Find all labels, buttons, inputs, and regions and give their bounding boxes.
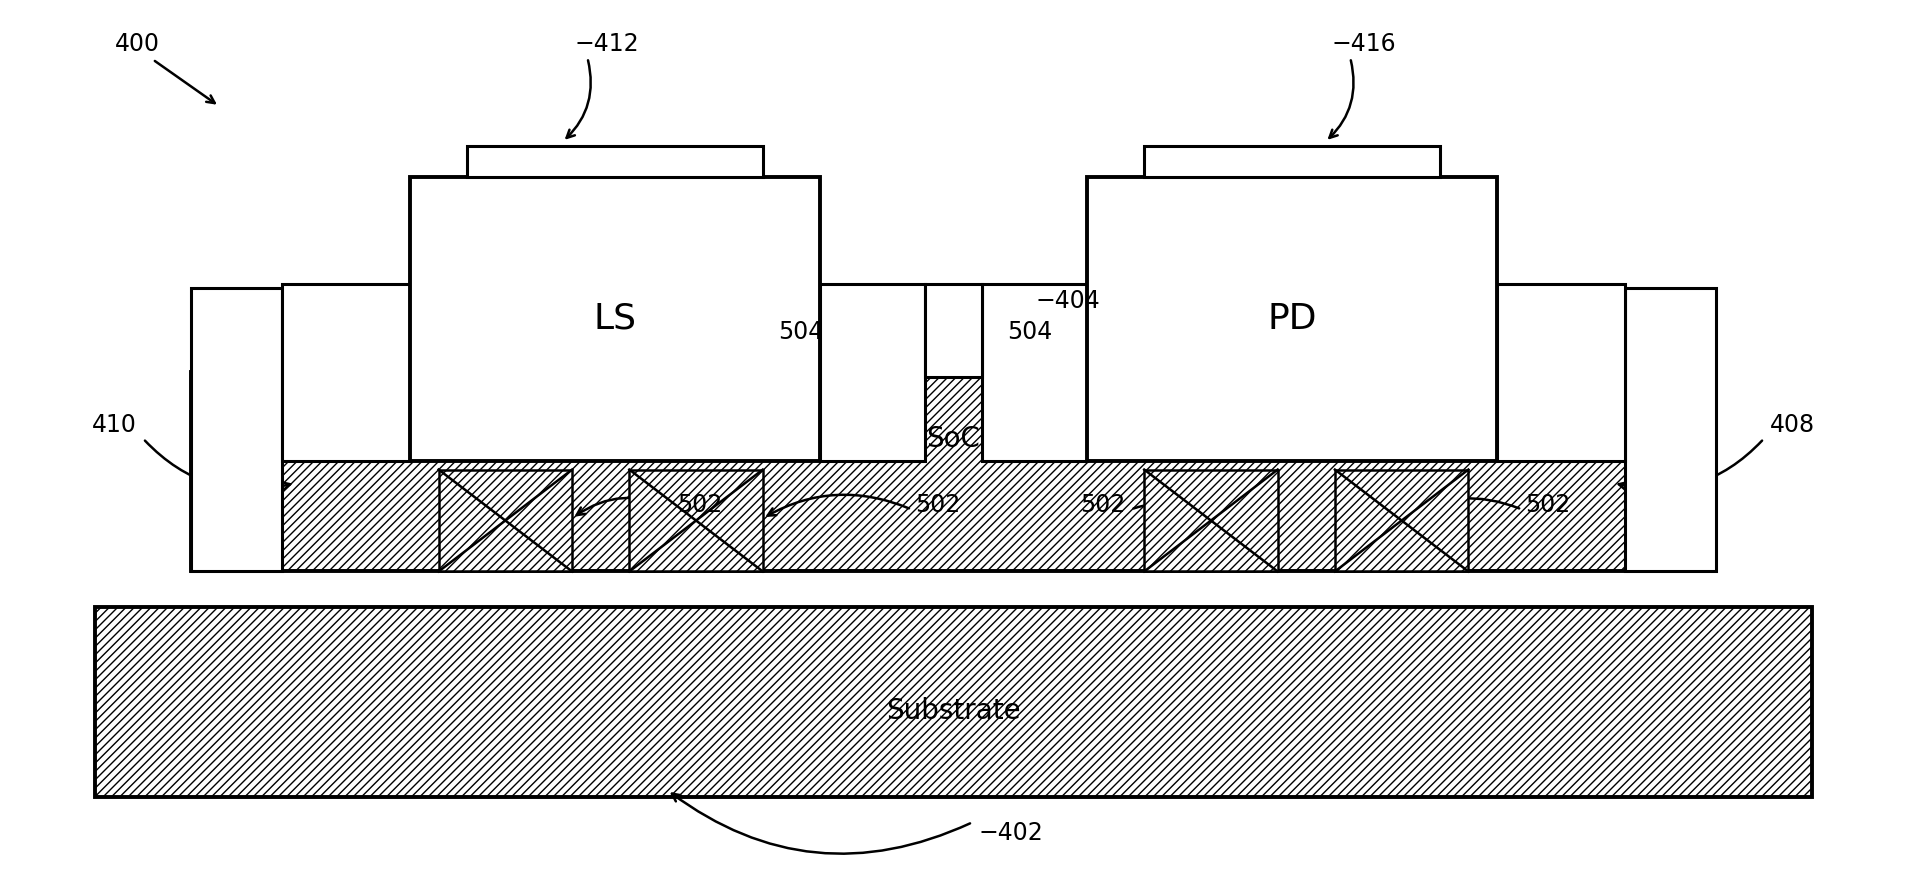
Text: 504: 504: [778, 320, 824, 345]
Text: PD: PD: [1268, 302, 1316, 336]
Bar: [925, 284, 982, 377]
Bar: [1144, 146, 1440, 177]
Text: −402: −402: [978, 820, 1043, 845]
Bar: [191, 372, 1716, 571]
Bar: [1335, 470, 1468, 571]
Bar: [982, 284, 1087, 461]
Text: 502: 502: [1079, 493, 1125, 517]
Bar: [1497, 284, 1625, 461]
Text: −412: −412: [574, 32, 639, 57]
Bar: [1144, 470, 1278, 571]
Text: 410: 410: [92, 413, 137, 438]
Bar: [467, 146, 763, 177]
Text: 502: 502: [1526, 493, 1571, 517]
Bar: [1625, 288, 1716, 571]
Text: 400: 400: [114, 32, 160, 57]
Bar: [282, 284, 410, 461]
Text: −416: −416: [1331, 32, 1396, 57]
Text: −404: −404: [1036, 289, 1100, 314]
Bar: [191, 288, 282, 571]
Bar: [439, 470, 572, 571]
Text: Substrate: Substrate: [887, 696, 1020, 725]
Bar: [820, 284, 925, 461]
Text: 408: 408: [1770, 413, 1815, 438]
Text: LS: LS: [593, 302, 637, 336]
Bar: [95, 607, 1812, 797]
Text: 504: 504: [1007, 320, 1053, 345]
Text: SoC: SoC: [927, 424, 980, 453]
Bar: [410, 177, 820, 461]
Text: 502: 502: [915, 493, 961, 517]
Text: 502: 502: [677, 493, 723, 517]
Bar: [1087, 177, 1497, 461]
Bar: [629, 470, 763, 571]
